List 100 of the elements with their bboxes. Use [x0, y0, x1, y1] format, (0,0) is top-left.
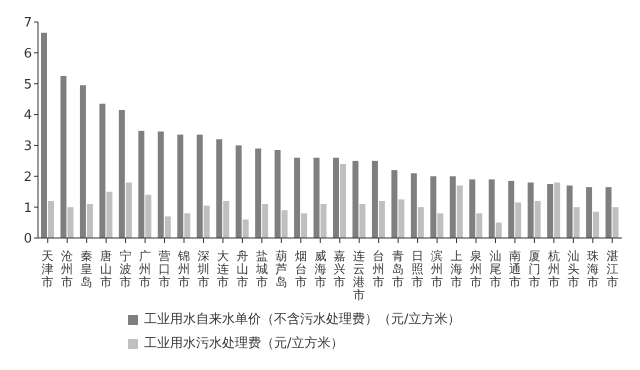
x-tick-label: 秦皇岛	[80, 249, 93, 289]
x-tick-label: 天津市	[42, 249, 54, 289]
x-tick-label: 杭州市	[546, 249, 560, 289]
x-tick-label: 上海市	[450, 249, 463, 289]
bar	[437, 213, 444, 238]
bar	[301, 213, 308, 238]
y-tick-label: 7	[24, 16, 32, 31]
bar	[430, 176, 436, 238]
bar	[476, 213, 482, 238]
x-tick-label: 大连市	[216, 249, 229, 289]
x-tick-label: 湛江市	[606, 249, 618, 289]
bar	[456, 186, 463, 238]
bar	[410, 173, 417, 238]
bar	[184, 213, 190, 238]
x-tick-label: 深圳市	[196, 249, 210, 289]
bar	[606, 187, 612, 238]
bar	[80, 85, 86, 238]
bar	[177, 134, 184, 238]
x-tick-label: 南通市	[508, 249, 521, 289]
bar	[586, 187, 592, 238]
bar	[145, 194, 152, 238]
bar	[158, 132, 164, 238]
x-tick-label: 滨州市	[431, 249, 444, 289]
bar	[340, 164, 346, 238]
bar	[41, 32, 47, 238]
bar	[262, 204, 268, 238]
x-tick-label: 汕头市	[567, 249, 580, 289]
x-tick-label: 盐城市	[254, 249, 268, 289]
y-tick-label: 4	[24, 108, 32, 124]
x-tick-label: 珠海市	[586, 249, 599, 289]
x-tick-label: 威海市	[314, 249, 326, 289]
bar	[126, 182, 132, 238]
bar	[164, 216, 171, 238]
bar	[138, 130, 144, 238]
x-tick-label: 台州市	[372, 249, 385, 289]
bar	[118, 110, 125, 238]
bar	[242, 219, 249, 238]
x-tick-label: 连云港市	[353, 249, 366, 302]
x-tick-label: 宁波市	[120, 249, 132, 289]
bar	[574, 207, 580, 238]
bar	[352, 160, 358, 238]
bar	[450, 176, 456, 238]
bar	[333, 158, 339, 238]
x-tick-label: 青岛市	[392, 249, 404, 289]
y-tick-label: 5	[24, 77, 32, 92]
bar	[86, 204, 93, 238]
y-tick-label: 3	[24, 139, 32, 154]
bar	[418, 207, 424, 238]
bar	[593, 212, 600, 238]
y-tick-label: 1	[24, 200, 32, 216]
bar	[60, 76, 66, 238]
bar	[398, 199, 404, 238]
x-tick-label: 嘉兴市	[334, 249, 346, 289]
x-tick-label: 营口市	[158, 249, 171, 289]
x-tick-label: 厦门市	[528, 249, 540, 289]
bar	[496, 222, 502, 238]
x-tick-label: 葫芦岛	[275, 249, 288, 289]
bar	[515, 202, 522, 238]
bar	[528, 182, 534, 238]
bar	[216, 139, 222, 238]
bar	[255, 148, 262, 238]
bar	[106, 192, 112, 238]
y-tick-label: 2	[24, 170, 32, 185]
bar	[391, 170, 398, 238]
legend-label: 工业用水污水处理费（元/立方米）	[144, 335, 344, 353]
x-tick-label: 舟山市	[236, 249, 248, 289]
bar	[236, 145, 242, 238]
bar	[547, 184, 554, 238]
bar	[488, 179, 495, 238]
x-tick-label: 汕尾市	[489, 249, 502, 289]
x-tick-label: 唐山市	[100, 249, 112, 289]
bar	[67, 207, 74, 238]
bar	[99, 104, 106, 238]
x-tick-label: 日照市	[412, 249, 424, 289]
x-tick-label: 烟台市	[294, 249, 307, 289]
bar	[282, 210, 288, 238]
y-tick-label: 0	[24, 232, 32, 247]
bar	[204, 206, 210, 238]
bar	[314, 158, 320, 238]
bar	[554, 182, 560, 238]
x-tick-label: 广州市	[139, 249, 152, 289]
bar	[48, 200, 54, 238]
bar	[196, 134, 203, 238]
bar	[223, 200, 230, 238]
y-tick-label: 6	[24, 46, 32, 62]
legend-label: 工业用水自来水单价（不含污水处理费）（元/立方米）	[144, 311, 460, 329]
bar	[320, 204, 327, 238]
bar	[612, 207, 619, 238]
bar	[534, 200, 541, 238]
bar	[469, 179, 476, 238]
x-tick-label: 泉州市	[470, 249, 482, 289]
bar	[566, 186, 573, 238]
bar	[378, 200, 385, 238]
bar	[274, 150, 281, 238]
x-tick-label: 沧州市	[61, 249, 74, 289]
bar	[294, 158, 300, 238]
x-tick-label: 锦州市	[177, 249, 190, 289]
bar	[372, 160, 378, 238]
bar	[508, 180, 514, 238]
bar	[359, 204, 366, 238]
